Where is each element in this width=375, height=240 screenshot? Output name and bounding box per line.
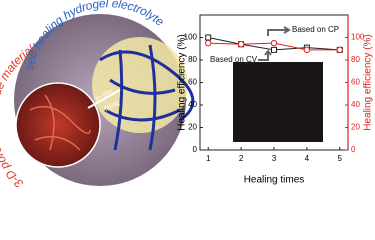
hydrogel-circle	[92, 37, 188, 133]
y-tick-label: 20	[188, 123, 197, 132]
y-tick-label: 100	[184, 33, 198, 42]
x-tick-label: 1	[206, 154, 211, 163]
y2-tick-label: 40	[351, 100, 360, 109]
graphical-abstract: in-situ filling self-healing hydrogel el…	[0, 0, 374, 189]
y2-axis-label: Healing efficiency (%)	[363, 34, 374, 131]
y2-tick-label: 100	[351, 33, 365, 42]
y2-tick-label: 0	[351, 145, 356, 154]
y2-tick-label: 60	[351, 78, 360, 87]
x-tick-label: 5	[338, 154, 343, 163]
point	[205, 39, 212, 47]
y2-tick-label: 20	[351, 123, 360, 132]
y-axis-label: Healing efficiency (%)	[177, 34, 188, 131]
legend-arrow	[267, 26, 291, 36]
point	[237, 41, 245, 48]
legend-arrow	[258, 49, 272, 61]
point	[303, 46, 311, 54]
point	[205, 34, 212, 41]
legend-entry: Based on CV	[210, 55, 258, 64]
arrow	[87, 89, 121, 109]
y-tick-label: 40	[188, 100, 197, 109]
y-tick-label: 60	[188, 78, 197, 87]
x-axis-label: Healing times	[244, 175, 305, 186]
inset-photo	[233, 62, 323, 142]
point	[270, 39, 278, 47]
y-tick-label: 0	[193, 145, 198, 154]
legend-entry: Based on CP	[292, 25, 339, 34]
electrode-circle	[15, 82, 101, 168]
point	[336, 46, 343, 54]
x-tick-label: 3	[272, 154, 277, 163]
illustration: in-situ filling self-healing hydrogel el…	[0, 0, 195, 189]
y-tick-label: 80	[188, 55, 197, 64]
pores	[29, 94, 91, 151]
point	[271, 46, 277, 53]
x-tick-label: 2	[239, 154, 244, 163]
polymer-network	[99, 44, 195, 151]
y2-tick-label: 80	[351, 55, 360, 64]
x-tick-label: 4	[305, 154, 310, 163]
